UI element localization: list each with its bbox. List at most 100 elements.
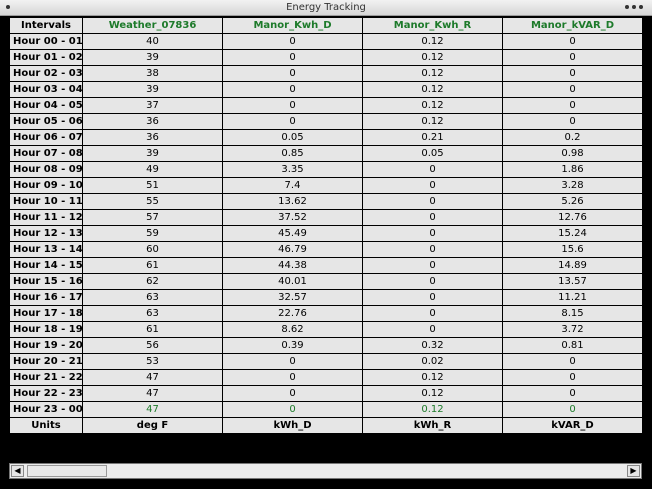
data-cell[interactable]: 0 [502,81,643,98]
data-cell[interactable]: 57 [82,209,223,226]
data-cell[interactable]: 0.02 [362,353,503,370]
data-cell[interactable]: 0.12 [362,49,503,66]
data-cell[interactable]: 63 [82,289,223,306]
data-cell[interactable]: 0.12 [362,113,503,130]
data-cell[interactable]: 32.57 [222,289,363,306]
data-cell[interactable]: 55 [82,193,223,210]
data-cell[interactable]: 0.21 [362,129,503,146]
data-cell[interactable]: 8.15 [502,305,643,322]
data-cell[interactable]: 0 [222,81,363,98]
data-cell[interactable]: 45.49 [222,225,363,242]
data-cell[interactable]: 0 [222,49,363,66]
data-cell[interactable]: 0 [362,321,503,338]
data-cell[interactable]: 3.28 [502,177,643,194]
data-cell[interactable]: 3.72 [502,321,643,338]
data-cell[interactable]: 63 [82,305,223,322]
data-cell[interactable]: 0 [222,33,363,50]
data-cell[interactable]: 0 [222,385,363,402]
data-cell[interactable]: 0 [362,161,503,178]
data-cell[interactable]: 0 [362,209,503,226]
scroll-left-button[interactable]: ◀ [11,465,24,477]
maximize-icon[interactable] [632,5,636,9]
title-bar[interactable]: Energy Tracking [0,0,652,16]
data-cell[interactable]: 46.79 [222,241,363,258]
data-cell[interactable]: 60 [82,241,223,258]
data-cell[interactable]: 0 [362,177,503,194]
data-cell[interactable]: 0 [362,305,503,322]
data-cell[interactable]: 36 [82,129,223,146]
data-cell[interactable]: 12.76 [502,209,643,226]
data-cell[interactable]: 62 [82,273,223,290]
window-menu-icon[interactable] [6,5,10,9]
data-cell[interactable]: 51 [82,177,223,194]
data-cell[interactable]: 0 [222,113,363,130]
data-cell[interactable]: 0.12 [362,401,503,418]
data-cell[interactable]: 13.62 [222,193,363,210]
data-cell[interactable]: 15.24 [502,225,643,242]
data-cell[interactable]: 56 [82,337,223,354]
data-cell[interactable]: 0 [222,97,363,114]
data-cell[interactable]: 0 [502,113,643,130]
data-cell[interactable]: 39 [82,145,223,162]
horizontal-scrollbar[interactable]: ◀ ▶ [9,463,642,479]
data-cell[interactable]: 47 [82,385,223,402]
data-cell[interactable]: 0.2 [502,129,643,146]
data-cell[interactable]: 0 [222,353,363,370]
data-cell[interactable]: 36 [82,113,223,130]
data-cell[interactable]: 0 [222,369,363,386]
data-cell[interactable]: 0 [502,369,643,386]
data-cell[interactable]: 0.12 [362,369,503,386]
data-cell[interactable]: 0.81 [502,337,643,354]
data-cell[interactable]: 15.6 [502,241,643,258]
data-cell[interactable]: 0.32 [362,337,503,354]
data-cell[interactable]: 37.52 [222,209,363,226]
data-cell[interactable]: 0.12 [362,81,503,98]
minimize-icon[interactable] [625,5,629,9]
data-cell[interactable]: 0 [362,225,503,242]
data-cell[interactable]: 0 [222,65,363,82]
data-cell[interactable]: 0 [362,241,503,258]
data-cell[interactable]: 0.12 [362,97,503,114]
data-cell[interactable]: 0.05 [362,145,503,162]
data-cell[interactable]: 0.12 [362,65,503,82]
data-cell[interactable]: 7.4 [222,177,363,194]
data-cell[interactable]: 40.01 [222,273,363,290]
data-cell[interactable]: 5.26 [502,193,643,210]
data-cell[interactable]: 49 [82,161,223,178]
data-cell[interactable]: 61 [82,321,223,338]
data-cell[interactable]: 39 [82,81,223,98]
data-cell[interactable]: 44.38 [222,257,363,274]
data-cell[interactable]: 0 [502,97,643,114]
data-cell[interactable]: 40 [82,33,223,50]
data-cell[interactable]: 14.89 [502,257,643,274]
data-cell[interactable]: 59 [82,225,223,242]
data-cell[interactable]: 39 [82,49,223,66]
data-cell[interactable]: 0 [362,289,503,306]
data-cell[interactable]: 22.76 [222,305,363,322]
data-cell[interactable]: 0 [502,401,643,418]
data-cell[interactable]: 0.98 [502,145,643,162]
close-icon[interactable] [639,5,643,9]
data-cell[interactable]: 0 [502,33,643,50]
data-cell[interactable]: 0 [502,385,643,402]
data-cell[interactable]: 0 [502,49,643,66]
data-cell[interactable]: 61 [82,257,223,274]
data-cell[interactable]: 1.86 [502,161,643,178]
data-cell[interactable]: 47 [82,401,223,418]
data-cell[interactable]: 0.12 [362,33,503,50]
data-cell[interactable]: 11.21 [502,289,643,306]
column-header-kwh-d[interactable]: Manor_Kwh_D [222,17,363,34]
data-cell[interactable]: 0 [362,193,503,210]
scrollbar-thumb[interactable] [27,465,107,477]
data-cell[interactable]: 0 [222,401,363,418]
data-cell[interactable]: 47 [82,369,223,386]
data-cell[interactable]: 3.35 [222,161,363,178]
data-cell[interactable]: 0 [362,257,503,274]
data-cell[interactable]: 0.39 [222,337,363,354]
data-cell[interactable]: 13.57 [502,273,643,290]
column-header-kwh-r[interactable]: Manor_Kwh_R [362,17,503,34]
data-cell[interactable]: 0 [502,353,643,370]
data-cell[interactable]: 0.12 [362,385,503,402]
data-cell[interactable]: 0 [362,273,503,290]
data-cell[interactable]: 0.05 [222,129,363,146]
